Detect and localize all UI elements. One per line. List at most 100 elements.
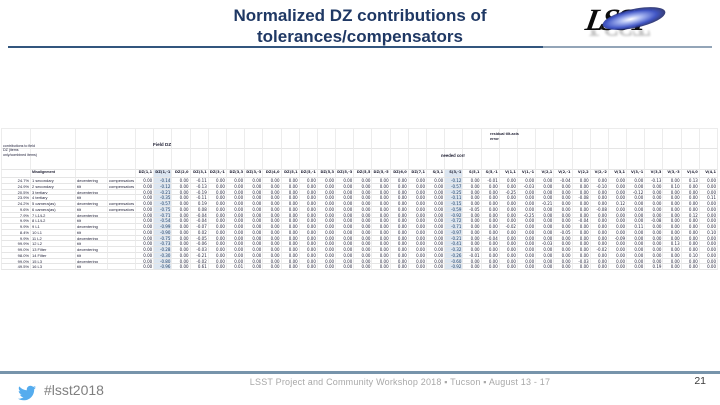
table-cell: 0.00 [427, 229, 446, 236]
table-cell: 0.00 [408, 224, 427, 230]
table-cell: 0.00 [627, 241, 646, 247]
table-cell: 0.00 [281, 247, 300, 253]
table-cell: 0.00 [281, 201, 300, 207]
row-item: 5 camera(as) [31, 201, 76, 207]
empty-cell [336, 128, 355, 149]
table-cell: 0.19 [645, 264, 664, 270]
table-cell: 0.00 [427, 247, 446, 253]
table-cell: -0.08 [645, 218, 664, 224]
table-cell: 0.00 [699, 218, 718, 224]
table-cell: -0.12 [445, 178, 464, 184]
table-cell: 0.00 [354, 264, 373, 270]
table-cell: 0.11 [627, 224, 646, 230]
table-cell: 0.00 [336, 224, 355, 230]
row-percent: 98.0% [1, 252, 31, 259]
table-col-header: DZ(6,0 [390, 170, 409, 178]
table-cell: 0.00 [136, 189, 155, 196]
table-cell: 0.00 [299, 189, 318, 196]
table-cell: 0.00 [481, 195, 500, 201]
table-cell: 0.00 [681, 201, 700, 207]
empty-cell [154, 128, 173, 149]
row-item: 10 L1 [31, 229, 76, 236]
empty-cell [390, 149, 409, 170]
table-cell: 0.00 [645, 247, 664, 253]
table-cell: 0.00 [390, 189, 409, 196]
empty-cell [517, 149, 537, 170]
table-cell: 0.00 [226, 258, 246, 265]
table-cell: -0.08 [590, 206, 609, 213]
footer-text: LSST Project and Community Workshop 2018… [249, 377, 551, 387]
table-meta-header: Misalignment [31, 170, 76, 178]
table-cell: 0.00 [699, 247, 718, 253]
empty-cell [1, 128, 31, 149]
table-cell: 0.00 [590, 241, 609, 247]
table-cell: 0.00 [390, 206, 409, 213]
table-cell: 0.00 [572, 235, 591, 242]
table-cell: 0.00 [608, 258, 628, 265]
table-cell: 0.00 [263, 247, 282, 253]
table-cell: 0.00 [681, 258, 700, 265]
empty-cell [263, 149, 282, 170]
table-cell: 0.00 [208, 247, 227, 253]
table-cell: 0.00 [408, 183, 427, 190]
table-cell: 0.00 [172, 252, 191, 259]
table-cell: 0.00 [390, 235, 409, 242]
table-cell: 0.00 [372, 258, 391, 265]
table-cell: 0.00 [136, 258, 155, 265]
table-cell: 0.00 [136, 178, 155, 184]
table-cell: 0.00 [408, 178, 427, 184]
table-cell: 0.00 [572, 252, 591, 259]
table-cell: 0.00 [226, 235, 246, 242]
table-cell: 0.00 [554, 183, 573, 190]
row-perturbation: decentering [76, 247, 108, 253]
table-cell: 0.00 [354, 206, 373, 213]
table-cell: 0.00 [281, 258, 300, 265]
empty-cell [317, 128, 337, 149]
table-cell: 0.00 [536, 235, 555, 242]
table-cell: 0.00 [554, 241, 573, 247]
table-cell: 0.00 [590, 178, 609, 184]
row-item: 13 Filter [31, 247, 76, 253]
table-cell: 0.00 [699, 189, 718, 196]
table-cell: 0.00 [681, 195, 700, 201]
table-cell: 0.00 [281, 195, 300, 201]
table-cell: 0.00 [281, 235, 300, 242]
table-cell: -0.02 [190, 258, 209, 265]
table-cell: 0.00 [208, 201, 227, 207]
table-cell: 0.00 [263, 224, 282, 230]
table-cell: 0.00 [390, 212, 409, 219]
table-col-header: DZ(3,3 [226, 170, 246, 178]
row-compensator [108, 229, 136, 236]
table-cell: 0.00 [226, 201, 246, 207]
table-cell: 0.00 [172, 241, 191, 247]
table-cell: -0.06 [190, 241, 209, 247]
table-cell: 0.00 [299, 252, 318, 259]
table-cell: 0.00 [627, 258, 646, 265]
empty-cell [190, 149, 209, 170]
table-cell: 0.00 [208, 252, 227, 259]
row-item: 9 L1 [31, 224, 76, 230]
table-cell: 0.00 [536, 224, 555, 230]
table-cell: 0.00 [663, 229, 682, 236]
empty-cell [499, 149, 518, 170]
table-col-header: DZ(5,-3 [336, 170, 355, 178]
table-cell: 0.00 [499, 178, 518, 184]
table-cell: 0.00 [336, 241, 355, 247]
table-cell: 0.00 [627, 264, 646, 270]
table-cell: 0.00 [463, 183, 482, 190]
table-cell: -0.35 [154, 195, 173, 201]
table-cell: 0.00 [608, 229, 628, 236]
table-cell: 0.00 [136, 252, 155, 259]
table-cell: 0.00 [281, 241, 300, 247]
table-cell: 0.00 [499, 241, 518, 247]
table-cell: 0.19 [190, 201, 209, 207]
table-cell: 0.00 [681, 229, 700, 236]
table-cell: 0.02 [190, 229, 209, 236]
table-cell: 0.00 [517, 241, 537, 247]
table-cell: 0.00 [627, 247, 646, 253]
table-cell: 0.00 [390, 218, 409, 224]
table-cell: 0.00 [536, 212, 555, 219]
table-cell: 0.00 [499, 212, 518, 219]
footer-divider-line [0, 371, 720, 374]
table-cell: 0.00 [408, 247, 427, 253]
